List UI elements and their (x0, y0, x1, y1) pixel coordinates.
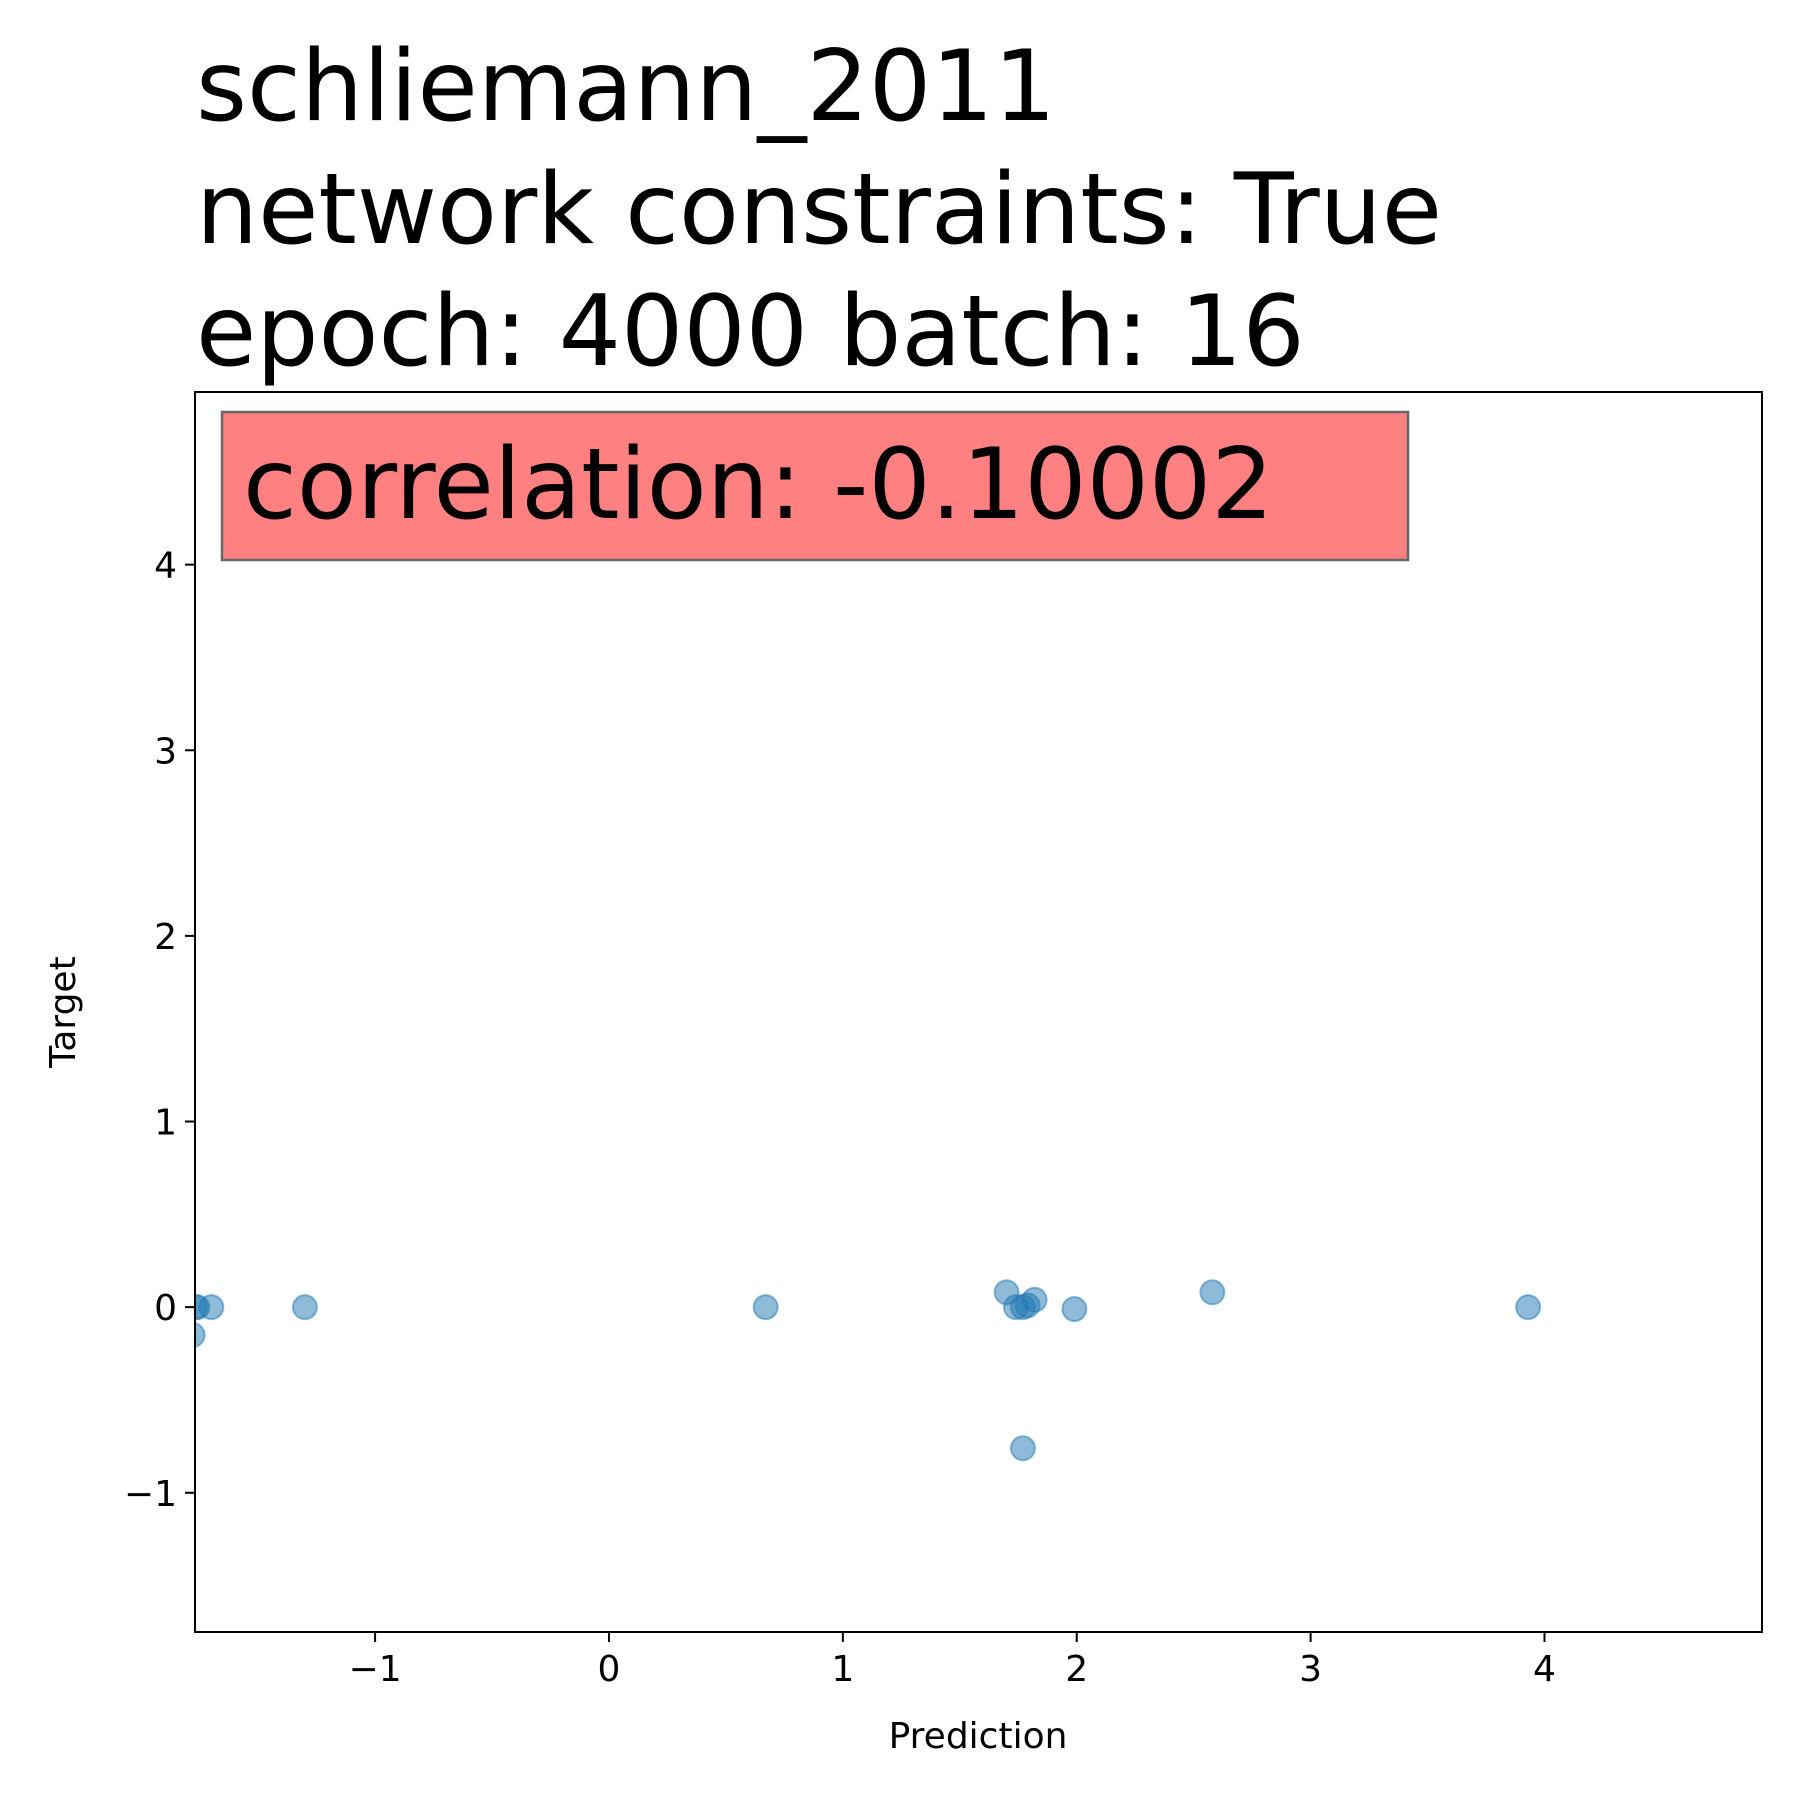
y-tick-label: 4 (154, 546, 177, 587)
data-point (1061, 1296, 1088, 1323)
data-point (1199, 1279, 1226, 1306)
data-point (1009, 1435, 1036, 1462)
x-axis-label: Prediction (889, 1716, 1068, 1757)
y-tick-label: 3 (154, 731, 177, 772)
x-tick-label: 3 (1299, 1649, 1322, 1690)
data-point (198, 1294, 225, 1321)
data-point (1515, 1294, 1542, 1321)
data-point (1021, 1286, 1048, 1313)
chart-title-line-3: epoch: 4000 batch: 16 (196, 275, 1305, 389)
y-axis-label: Target (43, 956, 84, 1068)
x-tick-label: 1 (831, 1649, 854, 1690)
y-tick-label: 2 (154, 917, 177, 958)
correlation-annotation: correlation: -0.10002 (220, 410, 1410, 562)
y-tick-label: 0 (154, 1288, 177, 1329)
data-points (195, 1279, 1542, 1462)
y-axis-ticks: −1 0 1 2 3 4 (124, 546, 195, 1515)
x-tick-label: −1 (349, 1649, 402, 1690)
y-tick-label: 1 (154, 1103, 177, 1144)
data-point (195, 1322, 206, 1348)
chart-title: schliemann_2011 network constraints: Tru… (196, 30, 1442, 389)
x-tick-label: 0 (598, 1649, 621, 1690)
correlation-annotation-box (220, 410, 1410, 562)
x-axis-ticks: −1 0 1 2 3 4 (349, 1632, 1556, 1690)
y-tick-label: −1 (124, 1474, 177, 1515)
correlation-annotation-text: correlation: -0.10002 (243, 428, 1274, 542)
chart-title-line-1: schliemann_2011 (196, 30, 1056, 144)
x-tick-label: 4 (1533, 1649, 1556, 1690)
data-point (291, 1294, 318, 1321)
chart-title-line-2: network constraints: True (196, 153, 1442, 267)
data-point (752, 1294, 779, 1321)
plot-area-frame (194, 391, 1763, 1633)
x-tick-label: 2 (1065, 1649, 1088, 1690)
